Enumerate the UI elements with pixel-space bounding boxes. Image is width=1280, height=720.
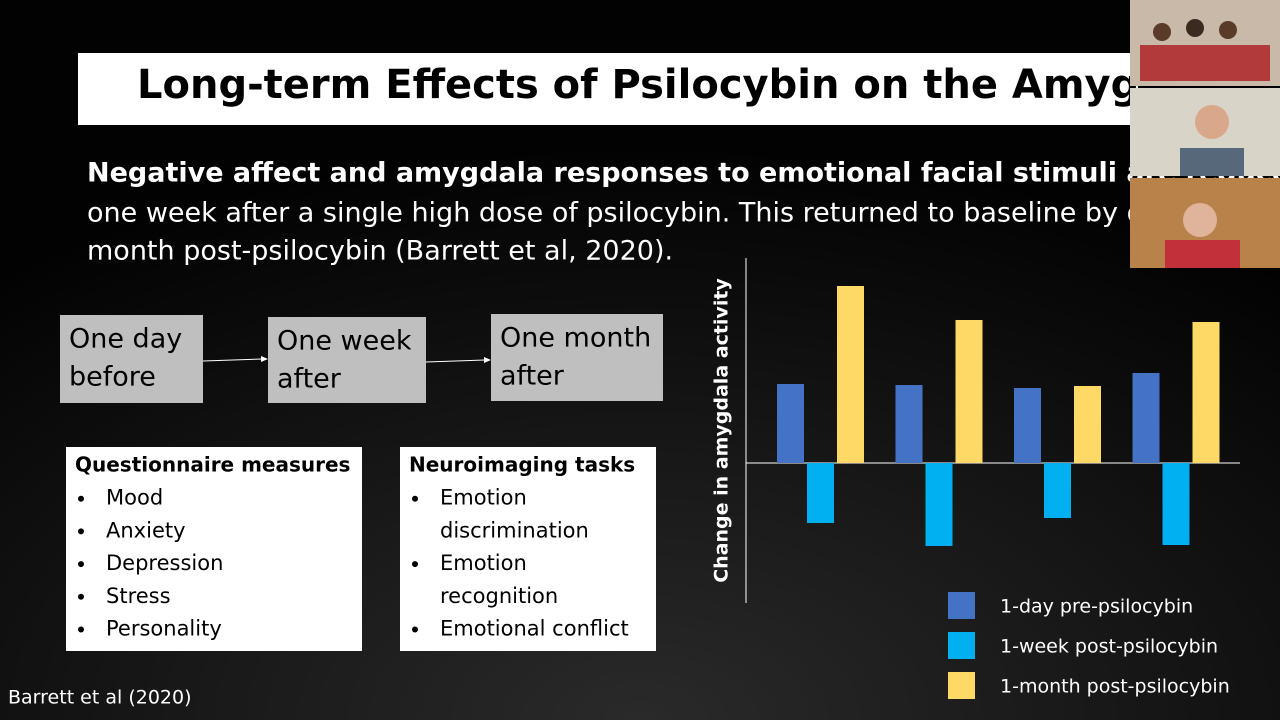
webcam-person <box>1180 148 1244 176</box>
bullet <box>412 495 418 502</box>
arrow-head <box>261 356 268 362</box>
list-item: Emotion <box>440 551 527 575</box>
arrow-head <box>484 357 491 363</box>
webcam-strip <box>1130 0 1280 268</box>
legend-swatch <box>948 672 975 699</box>
bar <box>1044 463 1071 518</box>
bar <box>1014 388 1041 463</box>
timeline-box <box>491 314 663 401</box>
slide-title: Long-term Effects of Psilocybin on the A… <box>137 62 1236 108</box>
title-bar <box>78 53 1138 125</box>
bar <box>955 320 983 463</box>
bar <box>807 463 834 523</box>
bar <box>1192 322 1220 463</box>
bar <box>1162 463 1190 545</box>
bar <box>837 286 864 463</box>
webcam-person <box>1165 240 1240 268</box>
legend-label: 1-month post-psilocybin <box>1000 676 1230 698</box>
timeline-label: after <box>500 361 565 392</box>
webcam-person <box>1219 21 1237 39</box>
list-item: discrimination <box>440 518 589 542</box>
list-box <box>400 447 656 651</box>
bullet <box>78 495 84 502</box>
bar <box>925 463 953 546</box>
legend-swatch <box>948 592 975 619</box>
legend-label: 1-week post-psilocybin <box>1000 636 1218 658</box>
timeline-label: One month <box>500 323 651 354</box>
webcam-scene <box>1140 45 1270 81</box>
timeline-label: before <box>69 362 156 393</box>
timeline-box <box>268 317 426 403</box>
bullet <box>78 593 84 600</box>
summary-line: month post-psilocybin (Barrett et al, 20… <box>87 236 673 267</box>
timeline-label: One day <box>69 324 182 355</box>
list-item: Emotional conflict <box>440 617 629 641</box>
timeline-label: after <box>277 364 342 395</box>
bullet <box>78 626 84 633</box>
bullet <box>78 561 84 568</box>
bullet <box>78 528 84 535</box>
list-item: Emotion <box>440 486 527 510</box>
bullet <box>412 561 418 568</box>
timeline-box <box>60 315 203 403</box>
webcam-person <box>1195 105 1229 139</box>
webcam-person <box>1183 203 1217 237</box>
webcam-person <box>1186 19 1204 37</box>
list-heading: Questionnaire measures <box>75 453 350 477</box>
arrow <box>425 359 486 363</box>
list-box <box>66 447 362 651</box>
bar <box>777 384 804 463</box>
list-item: Personality <box>106 617 222 641</box>
y-axis-label: Change in amygdala activity <box>711 278 733 583</box>
webcam-person <box>1153 23 1171 41</box>
footnote: Barrett et al (2020) <box>8 687 192 709</box>
bullet <box>412 626 418 633</box>
arrow <box>202 358 263 362</box>
list-item: Stress <box>106 584 171 608</box>
summary-line: one week after a single high dose of psi… <box>87 198 1177 229</box>
list-item: Anxiety <box>106 518 186 542</box>
list-item: Mood <box>106 486 163 510</box>
list-item: recognition <box>440 584 558 608</box>
bar <box>1132 373 1160 463</box>
list-heading: Neuroimaging tasks <box>409 453 635 477</box>
legend-label: 1-day pre-psilocybin <box>1000 596 1193 618</box>
legend-swatch <box>948 632 975 659</box>
summary-bold: Negative affect and amygdala responses t… <box>87 158 1280 189</box>
list-item: Depression <box>106 551 223 575</box>
bar <box>895 385 923 463</box>
bar <box>1074 386 1101 463</box>
timeline-label: One week <box>277 326 412 357</box>
